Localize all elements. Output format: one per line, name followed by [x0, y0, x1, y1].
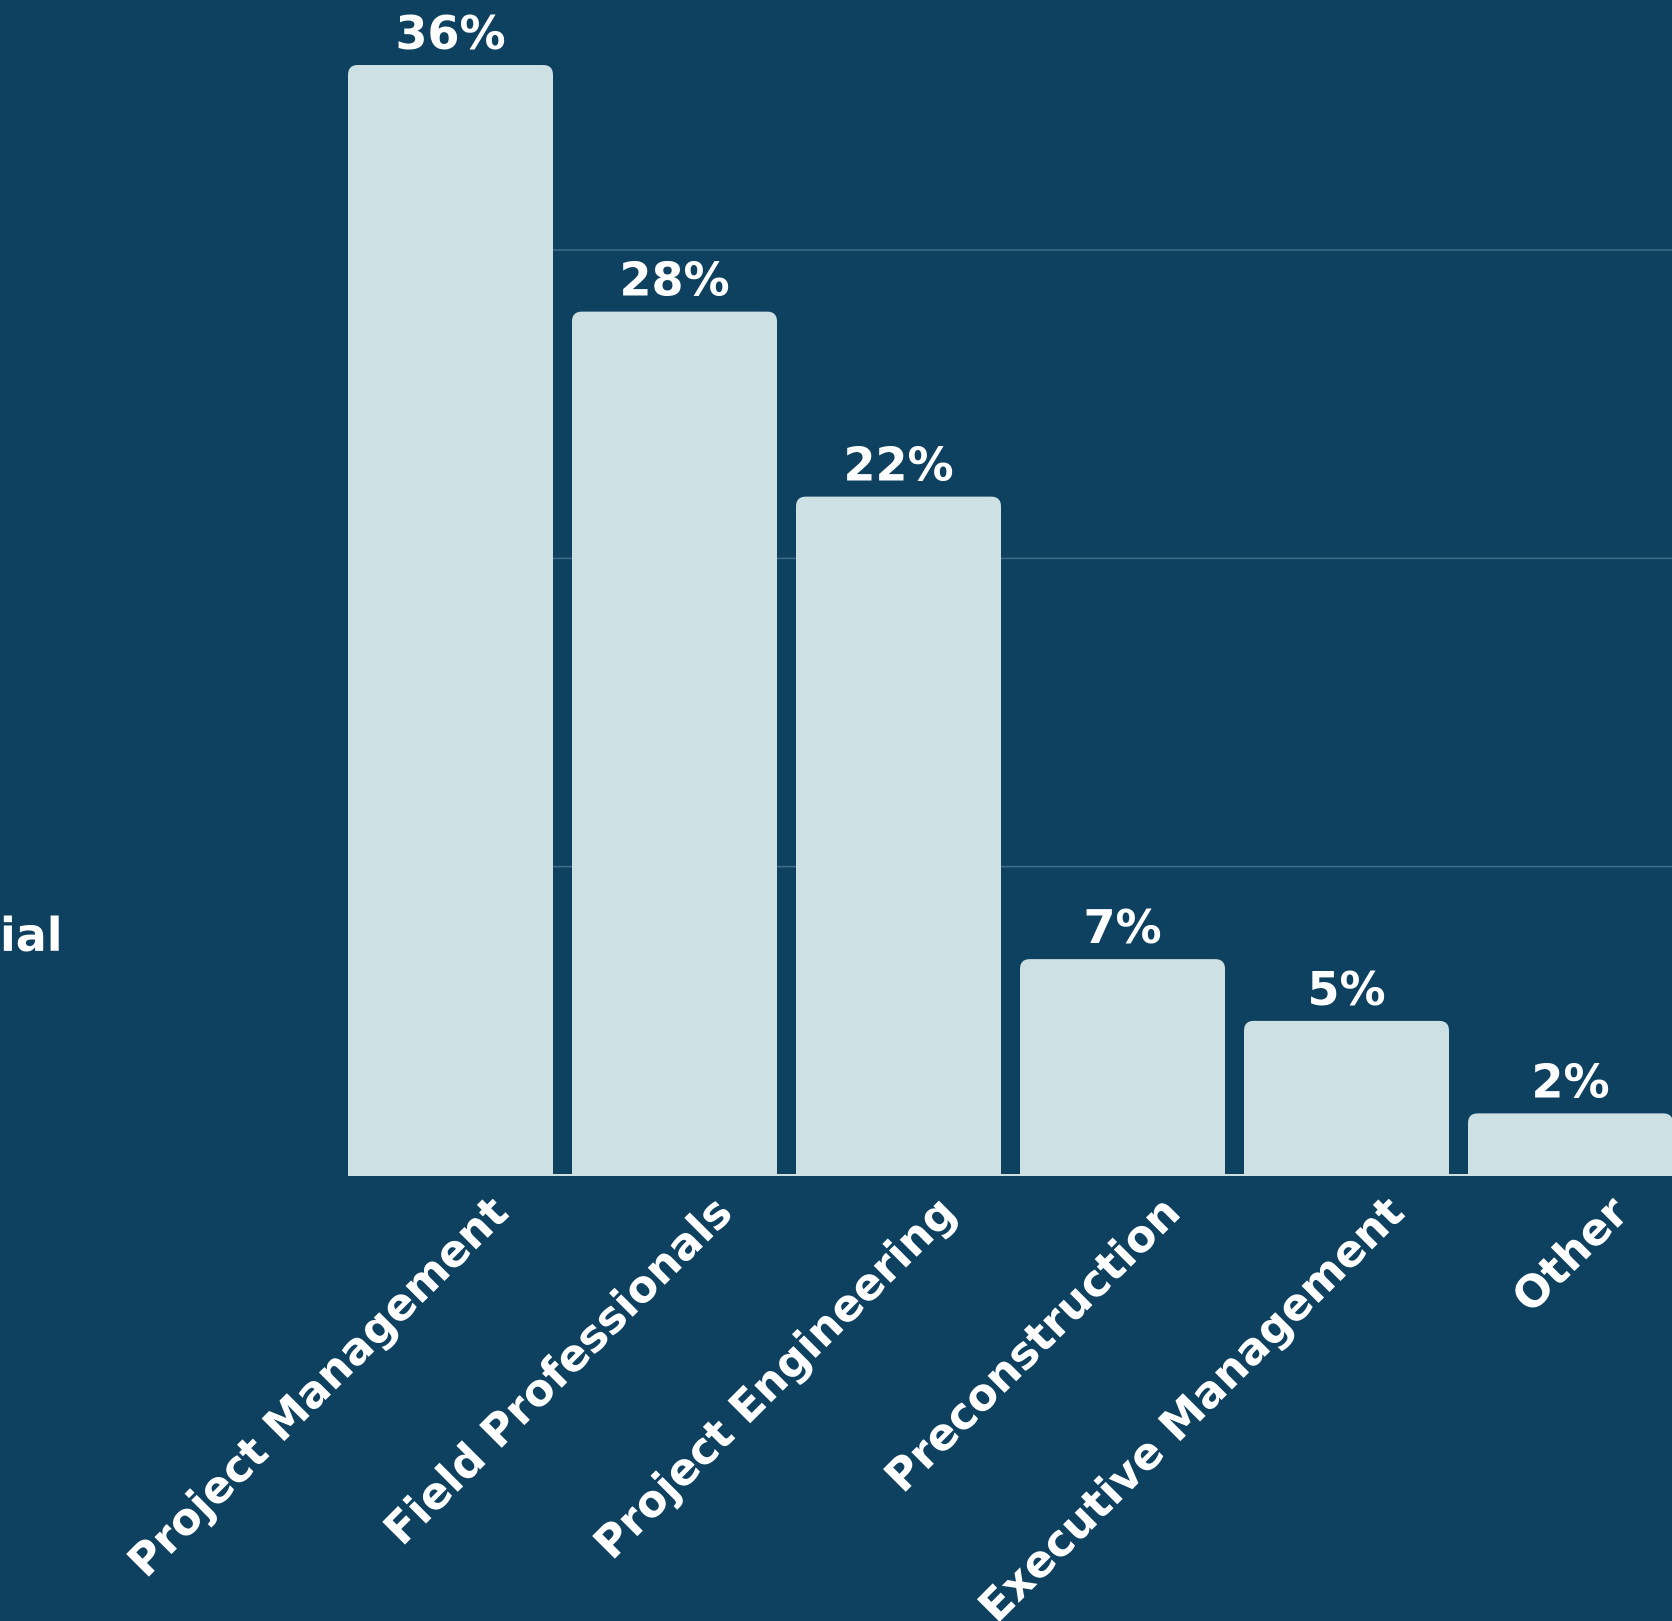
bar-1	[348, 65, 553, 1175]
x-tick-label-6: Other	[1502, 1187, 1638, 1323]
data-label-4: 7%	[1083, 900, 1161, 954]
gridlines	[348, 249, 1672, 868]
x-tick-label-3: Project Engineering	[584, 1187, 967, 1570]
bars	[348, 65, 1672, 1176]
bar-6	[1468, 1113, 1672, 1175]
bar-3	[796, 496, 1001, 1176]
data-label-2: 28%	[619, 253, 729, 307]
bar-2	[572, 311, 777, 1176]
x-tick-label-1: Project Management	[118, 1187, 519, 1588]
bar-4	[1020, 959, 1225, 1175]
data-label-1: 36%	[395, 6, 505, 60]
data-label-3: 22%	[843, 438, 953, 492]
data-labels: 36% 28% 22% 7% 5% 2%	[395, 6, 1609, 1108]
bar-5	[1244, 1020, 1449, 1175]
x-tick-label-5: Executive Management	[968, 1187, 1414, 1621]
cropped-side-label: ial	[0, 908, 63, 962]
data-label-6: 2%	[1531, 1054, 1609, 1108]
data-label-5: 5%	[1307, 962, 1385, 1016]
